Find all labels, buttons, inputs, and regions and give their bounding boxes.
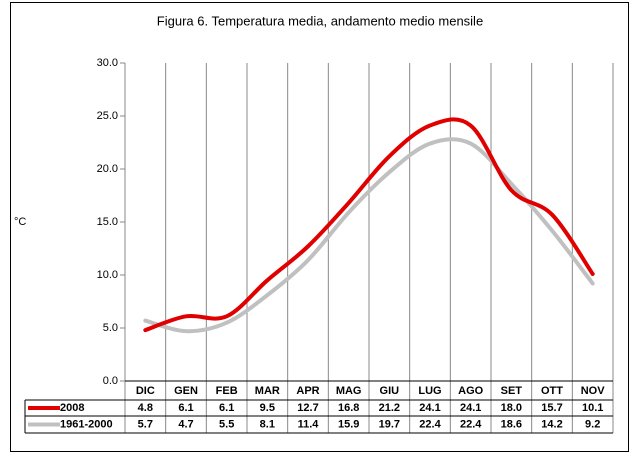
data-label: 4.7 bbox=[178, 418, 193, 430]
data-label: 4.8 bbox=[138, 402, 153, 414]
x-tick-label: AGO bbox=[458, 385, 484, 397]
y-tick-label: 25.0 bbox=[97, 110, 118, 122]
data-label: 19.7 bbox=[379, 418, 400, 430]
data-label: 11.4 bbox=[298, 418, 320, 430]
data-label: 8.1 bbox=[260, 418, 275, 430]
x-tick-label: MAR bbox=[255, 385, 280, 397]
chart-title: Figura 6. Temperatura media, andamento m… bbox=[157, 13, 483, 28]
frame bbox=[10, 2, 629, 452]
data-label: 9.5 bbox=[260, 402, 275, 414]
x-tick-label: LUG bbox=[418, 385, 441, 397]
data-label: 22.4 bbox=[419, 418, 441, 430]
y-tick-label: 20.0 bbox=[97, 163, 118, 175]
legend-label: 2008 bbox=[60, 402, 84, 414]
data-label: 18.0 bbox=[501, 402, 522, 414]
data-label: 6.1 bbox=[219, 402, 234, 414]
x-tick-label: FEB bbox=[216, 385, 238, 397]
x-tick-label: OTT bbox=[541, 385, 563, 397]
data-label: 5.5 bbox=[219, 418, 234, 430]
data-label: 9.2 bbox=[585, 418, 600, 430]
y-tick-label: 15.0 bbox=[97, 216, 118, 228]
series-line bbox=[143, 137, 595, 334]
y-tick-label: 10.0 bbox=[97, 269, 118, 281]
y-tick-label: 5.0 bbox=[103, 322, 118, 334]
data-label: 21.2 bbox=[379, 402, 400, 414]
data-label: 6.1 bbox=[178, 402, 193, 414]
x-tick-label: GEN bbox=[174, 385, 198, 397]
data-label: 15.9 bbox=[338, 418, 359, 430]
data-label: 5.7 bbox=[138, 418, 153, 430]
data-label: 24.1 bbox=[419, 402, 440, 414]
y-tick-label: 0.0 bbox=[103, 375, 118, 387]
x-tick-label: NOV bbox=[581, 385, 606, 397]
data-label: 24.1 bbox=[460, 402, 481, 414]
data-label: 18.6 bbox=[501, 418, 522, 430]
data-label: 10.1 bbox=[582, 402, 603, 414]
data-label: 12.7 bbox=[297, 402, 318, 414]
legend-label: 1961-2000 bbox=[60, 418, 113, 430]
x-tick-label: MAG bbox=[336, 385, 362, 397]
data-label: 16.8 bbox=[338, 402, 359, 414]
x-tick-label: DIC bbox=[136, 385, 155, 397]
x-tick-label: GIU bbox=[380, 385, 400, 397]
data-label: 22.4 bbox=[460, 418, 482, 430]
y-tick-label: 30.0 bbox=[97, 57, 118, 69]
x-tick-label: SET bbox=[501, 385, 523, 397]
data-label: 14.2 bbox=[541, 418, 562, 430]
series-line bbox=[143, 117, 595, 333]
data-label: 15.7 bbox=[541, 402, 562, 414]
y-axis-label: °C bbox=[14, 216, 26, 228]
x-tick-label: APR bbox=[296, 385, 319, 397]
